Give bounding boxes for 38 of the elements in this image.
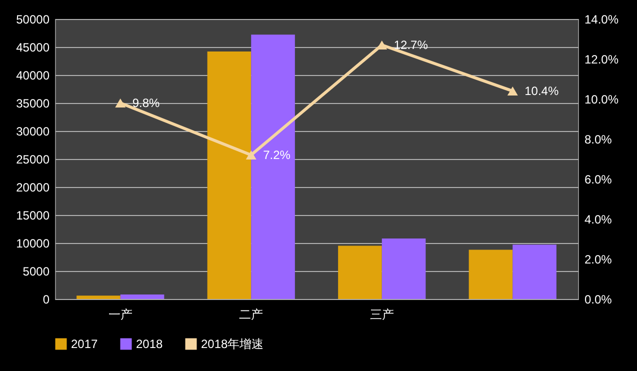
y-tick-label: 5000	[22, 264, 50, 278]
y-tick-label: 30000	[16, 124, 50, 138]
point	[507, 86, 518, 96]
data-label: 7.2%	[263, 148, 291, 162]
data-label: 10.4%	[524, 84, 559, 98]
y2-tick-label: 2.0%	[584, 252, 612, 266]
y-tick-label: 20000	[16, 180, 50, 194]
bar	[76, 296, 120, 299]
y-tick-label: 50000	[16, 12, 50, 26]
bar	[338, 246, 382, 299]
y-tick-label: 15000	[16, 208, 50, 222]
point	[246, 150, 256, 160]
bar	[382, 238, 426, 299]
y2-tick-label: 4.0%	[584, 212, 612, 226]
x-tick-label: 三产	[370, 308, 394, 322]
bar	[120, 294, 164, 299]
legend-label: 2018年增速	[201, 337, 264, 351]
y2-tick-label: 10.0%	[584, 92, 619, 106]
y-tick-label: 35000	[16, 96, 50, 110]
legend-label: 2018	[136, 337, 164, 351]
y2-tick-label: 8.0%	[584, 132, 612, 146]
x-tick-label: 一产	[108, 308, 132, 322]
y2-tick-label: 14.0%	[584, 12, 619, 26]
y-tick-label: 40000	[16, 68, 50, 82]
bar	[207, 51, 252, 299]
legend-label: 2017	[71, 337, 98, 351]
x-tick-label: 二产	[239, 308, 264, 322]
bar	[468, 250, 513, 299]
bar	[251, 34, 295, 299]
y2-tick-label: 6.0%	[584, 172, 612, 186]
y-tick-label: 25000	[16, 152, 50, 166]
y-tick-label: 10000	[16, 236, 50, 250]
bar	[512, 244, 556, 299]
y-tick-label: 0	[42, 292, 50, 306]
point	[115, 98, 126, 108]
y2-tick-label: 0.0%	[584, 292, 612, 306]
y-tick-label: 45000	[16, 40, 50, 54]
y2-tick-label: 12.0%	[584, 52, 619, 66]
